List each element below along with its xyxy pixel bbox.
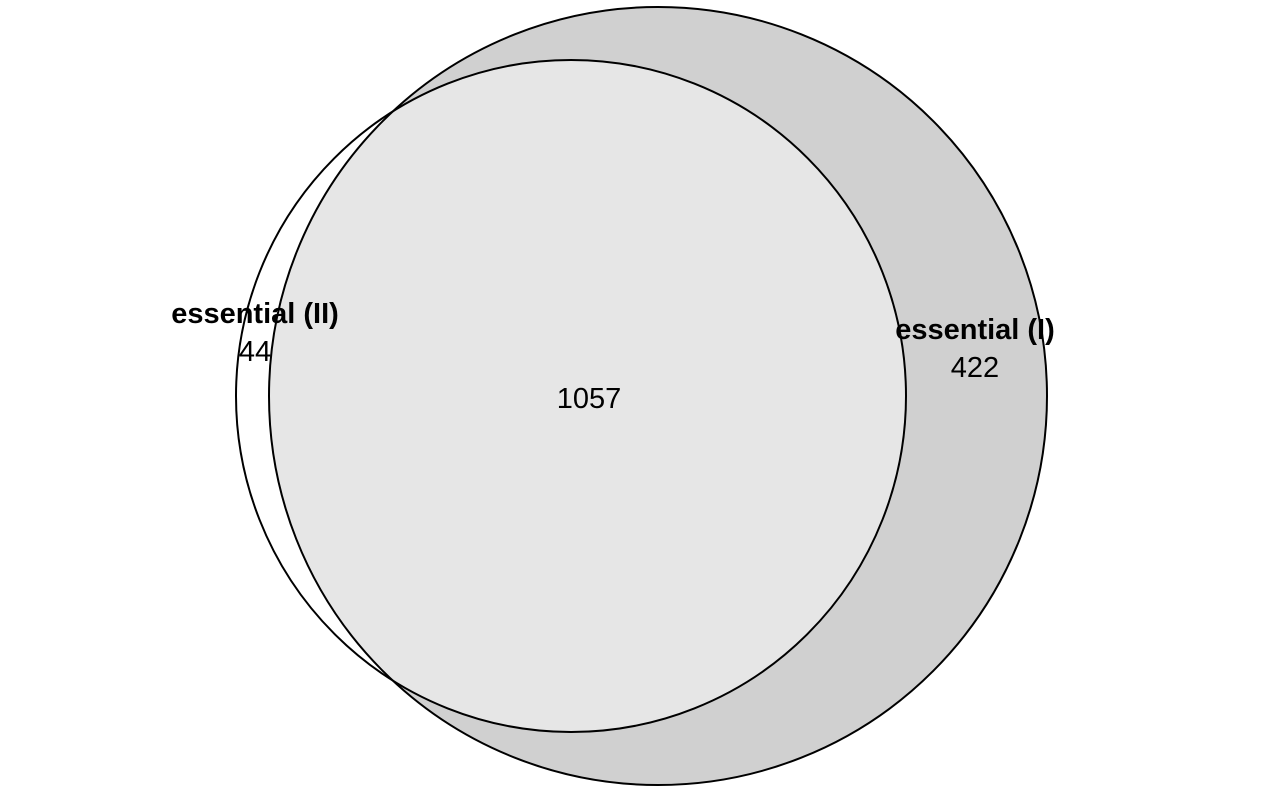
set-II-outline xyxy=(235,59,907,733)
intersection-region xyxy=(269,60,906,732)
set-II-label: essential (II) xyxy=(171,298,339,330)
set-I-only-count: 422 xyxy=(951,352,999,384)
set-I-label: essential (I) xyxy=(895,314,1055,346)
set-II-only-count: 44 xyxy=(239,336,271,368)
intersection-count: 1057 xyxy=(557,383,622,415)
set-I-outline xyxy=(268,6,1048,786)
